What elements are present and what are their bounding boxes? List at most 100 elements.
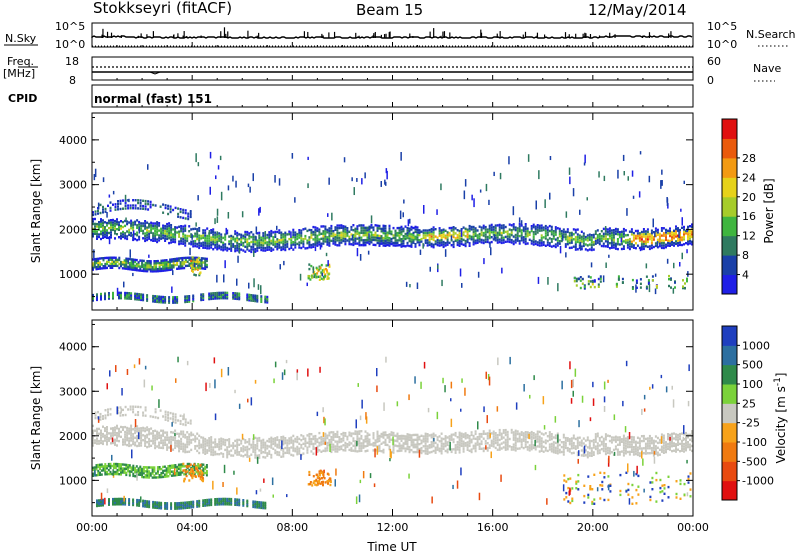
power-cell [186,234,189,238]
power-cell [100,230,102,233]
power-cell [152,227,155,230]
power-cell [132,264,135,267]
power-cell [687,235,689,238]
power-cell [226,249,229,252]
power-cell [260,238,263,242]
power-cell [388,244,391,247]
power-cell [614,232,617,236]
power-cell [671,243,673,246]
velocity-cell [104,463,107,466]
power-cell [687,240,689,243]
velocity-cell [486,442,489,445]
velocity-cell [238,453,241,456]
power-cell [502,236,505,239]
velocity-cell [150,444,153,447]
velocity-cell [406,433,409,436]
velocity-cell [270,456,273,459]
power-cell [180,225,183,228]
velocity-cell [578,436,581,439]
power-cell [684,287,686,290]
power-cell [250,294,253,297]
power-cell [326,271,329,274]
velocity-cell [498,428,501,432]
velocity-cell [300,446,303,449]
power-cell [132,266,135,269]
power-cell [526,232,529,235]
power-cell [104,256,107,260]
velocity-cell [160,441,163,445]
velocity-cell [648,434,651,438]
power-cell [240,248,243,251]
power-cell [188,262,191,265]
power-cell [142,298,145,302]
velocity-cell [338,448,341,451]
velocity-cell [264,451,267,454]
power-cell [149,270,152,273]
power-cell [97,257,100,260]
velocity-cell [406,435,409,438]
velocity-cell [691,437,693,440]
power-cell [540,234,543,237]
power-cell [264,231,266,237]
power-cell [412,236,415,239]
power-cell [615,282,618,286]
power-cell [440,183,442,191]
power-cell [283,260,285,266]
velocity-cell [282,440,285,443]
velocity-cell [282,435,285,438]
velocity-cell [106,467,108,470]
velocity-cell [336,430,339,434]
power-cell [176,226,179,229]
power-cell [246,295,249,298]
velocity-cell [410,436,413,439]
velocity-cell [186,438,189,441]
power-cell [104,233,106,236]
velocity-cell [216,443,219,446]
power-cell [665,246,667,249]
power-cell [222,249,225,252]
velocity-cell [548,431,551,434]
velocity-cell [210,438,213,441]
power-cell [110,228,112,232]
power-cell [536,224,539,227]
velocity-cell [474,437,477,440]
velocity-cell [130,427,133,430]
power-cell [184,260,187,264]
power-cell [302,238,305,241]
velocity-cell [416,438,419,441]
power-cell [406,229,409,232]
velocity-cell [334,445,337,448]
power-cell [314,238,317,241]
power-cell [146,270,149,273]
power-cell [266,297,269,300]
power-cell [160,235,163,238]
power-cell [681,226,683,229]
power-cell [582,244,585,248]
power-cell [669,232,671,235]
power-cell [326,243,329,246]
power-cell [679,228,681,232]
power-cell [268,241,271,244]
power-cell [638,234,641,237]
velocity-cell [186,445,189,449]
power-cell [526,234,529,238]
velocity-cell [204,447,207,451]
power-cell [182,232,185,236]
power-cell [246,293,249,296]
velocity-cell [208,437,211,440]
power-cell [177,265,180,268]
power-cell [128,266,131,269]
velocity-cell [568,447,571,451]
power-cell [334,233,337,236]
velocity-cell [332,448,335,451]
power-cell [380,240,383,243]
power-cell [549,192,551,200]
velocity-cell [110,437,112,440]
velocity-cell [596,435,599,438]
velocity-cell [506,445,509,448]
velocity-cell [538,445,541,448]
velocity-cell [126,434,129,437]
velocity-cell [92,468,94,471]
power-cell [452,240,455,244]
power-cell [482,231,485,235]
